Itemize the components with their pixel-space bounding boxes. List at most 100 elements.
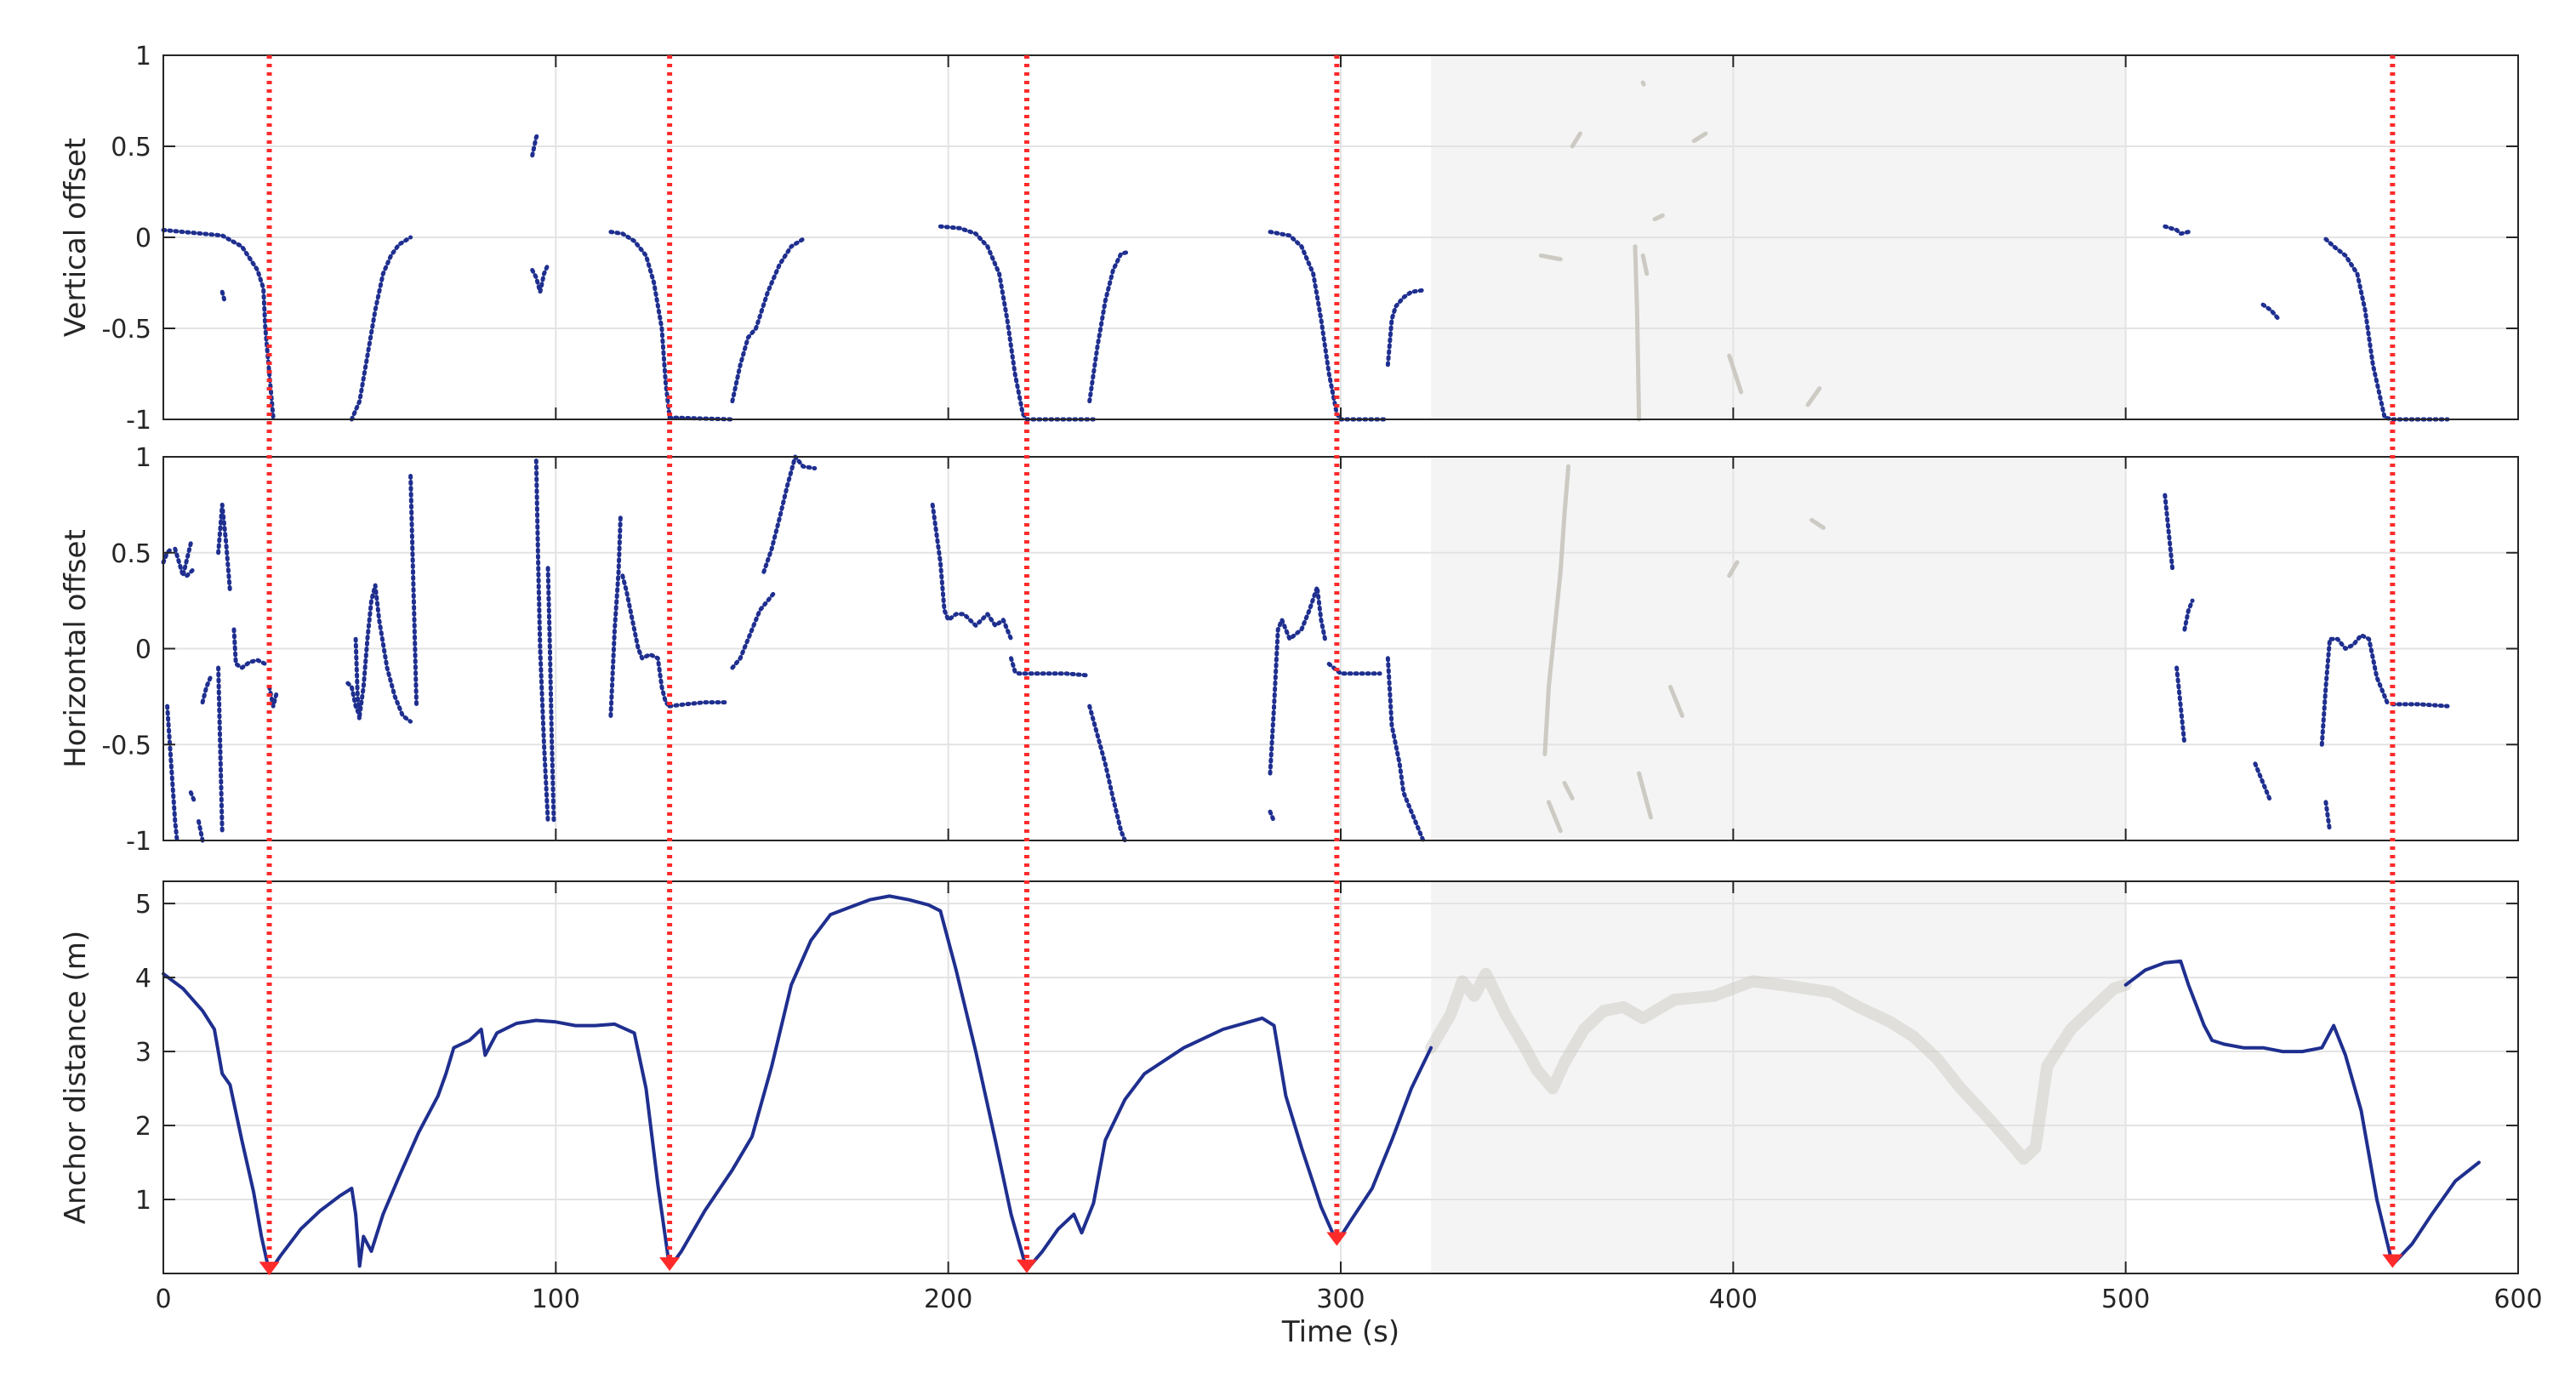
shaded-data-segment [1640, 253, 1650, 276]
data-segment [185, 566, 197, 578]
data-segment [162, 894, 1433, 1274]
shaded-data-segment [1727, 560, 1740, 578]
panel-3: 5 4 3 2 1 Anchor distance (m) 0 100 200 300 400 500… [59, 880, 2543, 1314]
data-segment [608, 512, 623, 718]
shaded-data-segment [1668, 685, 1684, 718]
y-tick-label: 3 [135, 1038, 151, 1068]
data-segment [165, 704, 180, 843]
data-segment [938, 224, 1096, 422]
data-segment [216, 502, 232, 594]
data-segment [533, 459, 550, 823]
data-segment [1268, 584, 1327, 776]
data-segment [1268, 809, 1277, 823]
data-segment [1385, 656, 1426, 843]
shaded-data-segment [1542, 464, 1571, 756]
event-marker-triangle [1016, 1259, 1037, 1273]
data-segment [188, 790, 197, 805]
y-tick-label: -1 [126, 406, 151, 436]
shaded-data-segment [1637, 771, 1653, 820]
y-tick-label: -0.5 [101, 315, 151, 345]
data-segment [1009, 656, 1092, 678]
data-segment [530, 262, 550, 294]
data-segment [2253, 761, 2273, 805]
data-segment [231, 627, 268, 670]
data-segment [219, 289, 226, 302]
data-segment [2163, 224, 2191, 236]
data-segment [667, 700, 731, 709]
shaded-region [1431, 881, 2126, 1273]
y-tick-label: -0.5 [101, 731, 151, 761]
shaded-data-segment [1425, 967, 2132, 1165]
shaded-data-segment [1805, 386, 1822, 407]
shaded-data-segment [1538, 253, 1563, 262]
data-segment [1087, 704, 1127, 843]
data-segment [353, 636, 362, 724]
shaded-data-segment [1562, 780, 1575, 800]
data-segment [2390, 702, 2450, 709]
event-marker-triangle [659, 1257, 681, 1272]
shaded-data-segment [1727, 353, 1744, 395]
data-segment [345, 583, 413, 724]
data-segment [197, 819, 205, 843]
y-axis-title: Vertical offset [59, 138, 93, 337]
data-segment [1087, 249, 1131, 404]
y-tick-label: 2 [135, 1112, 151, 1142]
panel-2: 1 0.5 0 -0.5 -1 Horizontal offset [59, 443, 2519, 857]
data-segment [1268, 230, 1387, 422]
panel-1: 1 0.5 0 -0.5 -1 Vertical offset [59, 42, 2519, 436]
y-tick-label: 1 [135, 443, 151, 473]
shaded-data-segment [1633, 244, 1642, 422]
event-marker-triangle [1326, 1232, 1348, 1246]
data-segment [620, 573, 672, 709]
x-tick-label: 500 [2101, 1285, 2150, 1314]
data-segment [545, 566, 556, 823]
x-tick-label: 100 [532, 1285, 580, 1314]
y-tick-label: 1 [135, 1186, 151, 1216]
data-segment [1385, 288, 1426, 367]
shaded-data-segment [1640, 80, 1646, 87]
data-segment [730, 589, 778, 670]
y-tick-label: -1 [126, 827, 151, 857]
y-tick-label: 0 [135, 224, 151, 254]
data-segment [2182, 598, 2195, 632]
x-tick-label: 400 [1709, 1285, 1758, 1314]
x-axis-title: Time (s) [1281, 1315, 1399, 1349]
x-tick-label: 200 [924, 1285, 972, 1314]
x-tick-label: 600 [2493, 1285, 2542, 1314]
data-segment [730, 236, 806, 404]
y-tick-label: 4 [135, 964, 151, 994]
x-tick-label: 0 [155, 1285, 171, 1314]
x-tick-label: 300 [1316, 1285, 1365, 1314]
shaded-data-segment [1570, 131, 1582, 149]
shaded-data-segment [1547, 800, 1563, 834]
data-segment [2260, 302, 2282, 322]
data-segment [2123, 959, 2481, 1267]
y-tick-label: 0.5 [111, 539, 151, 569]
data-segment [216, 665, 225, 834]
data-segment [349, 235, 413, 422]
data-segment [200, 675, 213, 705]
shaded-data-segment [1809, 517, 1826, 530]
data-segment [2163, 493, 2175, 574]
y-tick-label: 1 [135, 42, 151, 71]
data-segment [408, 474, 419, 709]
y-axis-title: Anchor distance (m) [59, 931, 93, 1224]
data-segment [161, 227, 276, 420]
y-axis-title: Horizontal offset [59, 529, 93, 768]
data-segment [2323, 800, 2333, 834]
shaded-data-segment [1652, 213, 1665, 222]
event-marker-triangle [2382, 1254, 2403, 1268]
y-tick-label: 0.5 [111, 133, 151, 162]
data-segment [930, 502, 1013, 641]
data-segment [2319, 633, 2391, 747]
data-segment [530, 131, 541, 158]
data-segment [761, 454, 818, 574]
y-tick-label: 5 [135, 890, 151, 920]
y-tick-label: 0 [135, 635, 151, 665]
data-segment [173, 541, 193, 578]
data-segment [2174, 665, 2187, 747]
shaded-data-segment [1691, 131, 1708, 144]
event-marker-triangle [259, 1262, 280, 1276]
